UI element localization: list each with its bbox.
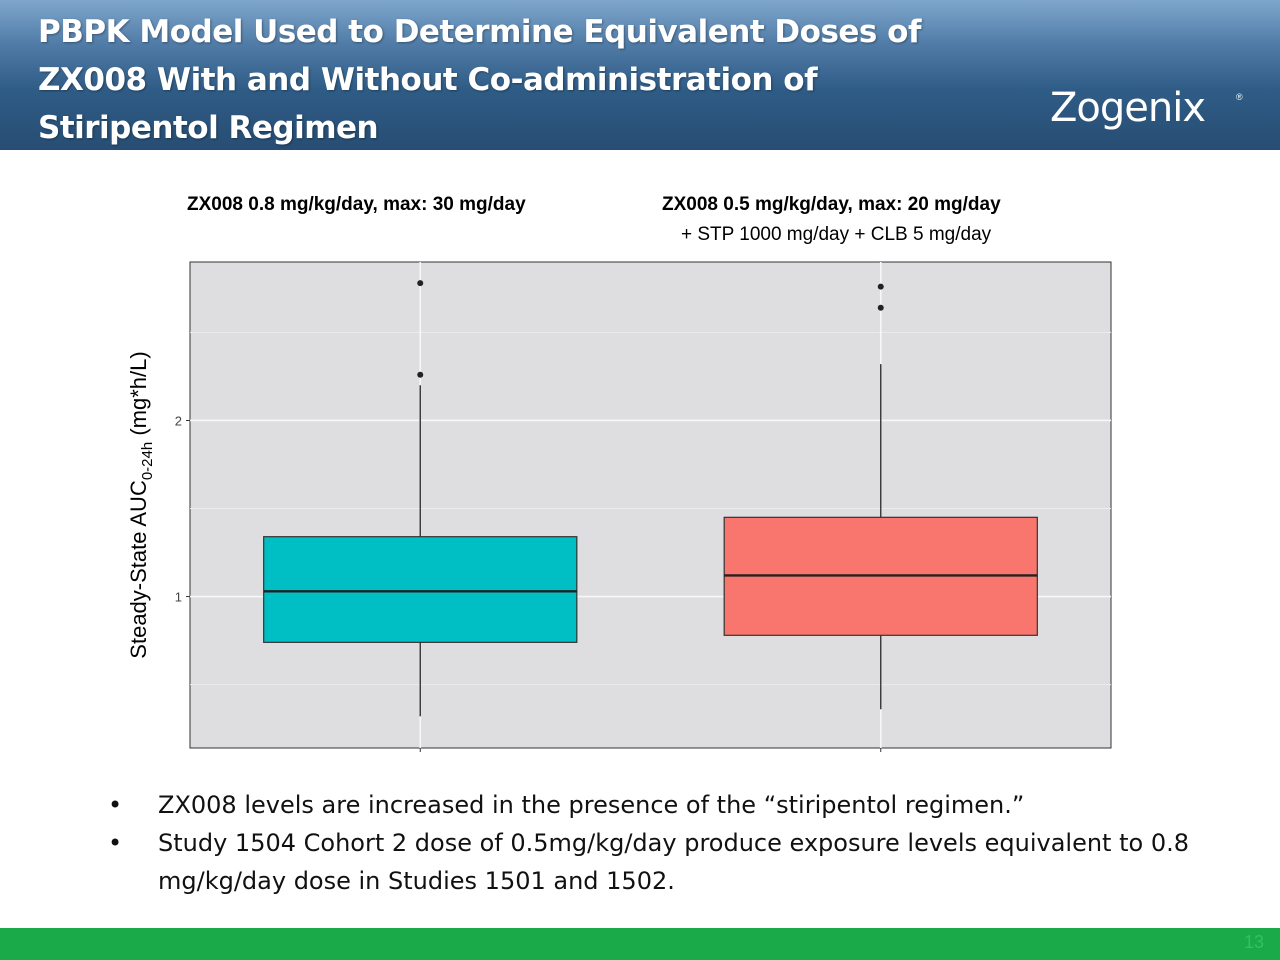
group-2-title: ZX008 0.5 mg/kg/day, max: 20 mg/day (662, 194, 1001, 215)
bullet-item-1: • ZX008 levels are increased in the pres… (108, 786, 1228, 824)
registered-mark: ® (1236, 92, 1243, 102)
y-axis-label-main: Steady-State AUC (126, 480, 151, 659)
group-1-title: ZX008 0.8 mg/kg/day, max: 30 mg/day (187, 194, 526, 215)
outlier-point (877, 283, 884, 290)
y-tick-label: 2 (175, 413, 182, 428)
iqr-box (263, 536, 578, 643)
outlier-point (417, 371, 424, 378)
bullet-marker: • (108, 829, 123, 857)
plot-panel (189, 261, 1112, 749)
bullet-text-2: Study 1504 Cohort 2 dose of 0.5mg/kg/day… (158, 829, 1189, 895)
title-line-2: ZX008 With and Without Co-administration… (38, 62, 818, 98)
outlier-point (877, 304, 884, 311)
zogenix-logo: Zogenix ® (1050, 78, 1250, 138)
y-axis-label-subscript: 0-24h (139, 442, 156, 480)
logo-wordmark: Zogenix (1050, 85, 1206, 131)
title-line-1: PBPK Model Used to Determine Equivalent … (38, 14, 921, 50)
title-line-3: Stiripentol Regimen (38, 110, 379, 146)
slide-header: PBPK Model Used to Determine Equivalent … (0, 0, 1280, 150)
y-axis-label: Steady-State AUC0-24h (mg*h/L) (126, 351, 156, 658)
bullet-item-2: • Study 1504 Cohort 2 dose of 0.5mg/kg/d… (108, 824, 1228, 900)
y-tick-label: 1 (175, 590, 182, 605)
slide-title: PBPK Model Used to Determine Equivalent … (38, 8, 998, 152)
footer-bar: 13 (0, 928, 1280, 960)
page-number: 13 (1243, 932, 1264, 952)
outlier-point (417, 280, 424, 287)
bullet-text-1: ZX008 levels are increased in the presen… (158, 791, 1025, 819)
bullet-marker: • (108, 791, 123, 819)
group-2-subtitle: + STP 1000 mg/day + CLB 5 mg/day (681, 224, 992, 245)
y-axis-label-unit: (mg*h/L) (126, 351, 151, 441)
bullet-list: • ZX008 levels are increased in the pres… (108, 786, 1228, 900)
